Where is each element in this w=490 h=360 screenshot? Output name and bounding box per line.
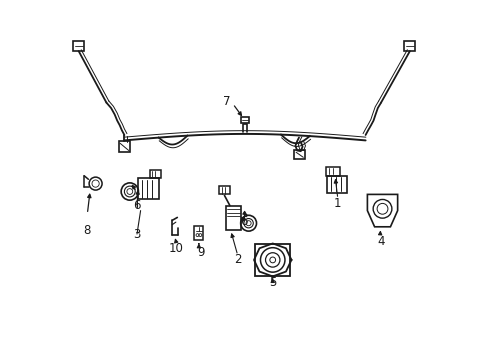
Bar [294,150,305,159]
Text: 1: 1 [334,197,342,210]
Text: 8: 8 [84,224,91,237]
Bar [74,41,84,51]
Bar [404,41,416,51]
Text: 5: 5 [270,276,277,289]
Bar [255,244,290,276]
Bar [226,206,241,230]
Bar [220,186,229,194]
Text: 9: 9 [197,246,205,258]
Text: 2: 2 [234,253,242,266]
Text: 6: 6 [133,199,141,212]
Bar [195,226,203,240]
Bar [326,167,340,176]
Bar [241,117,249,123]
Text: 10: 10 [169,242,184,255]
Bar [150,170,161,178]
Text: 3: 3 [133,228,141,240]
Bar [138,178,159,199]
Text: 7: 7 [222,95,230,108]
Text: 6: 6 [241,215,248,228]
Bar [119,141,130,152]
Bar [327,176,347,193]
Text: 4: 4 [377,235,385,248]
